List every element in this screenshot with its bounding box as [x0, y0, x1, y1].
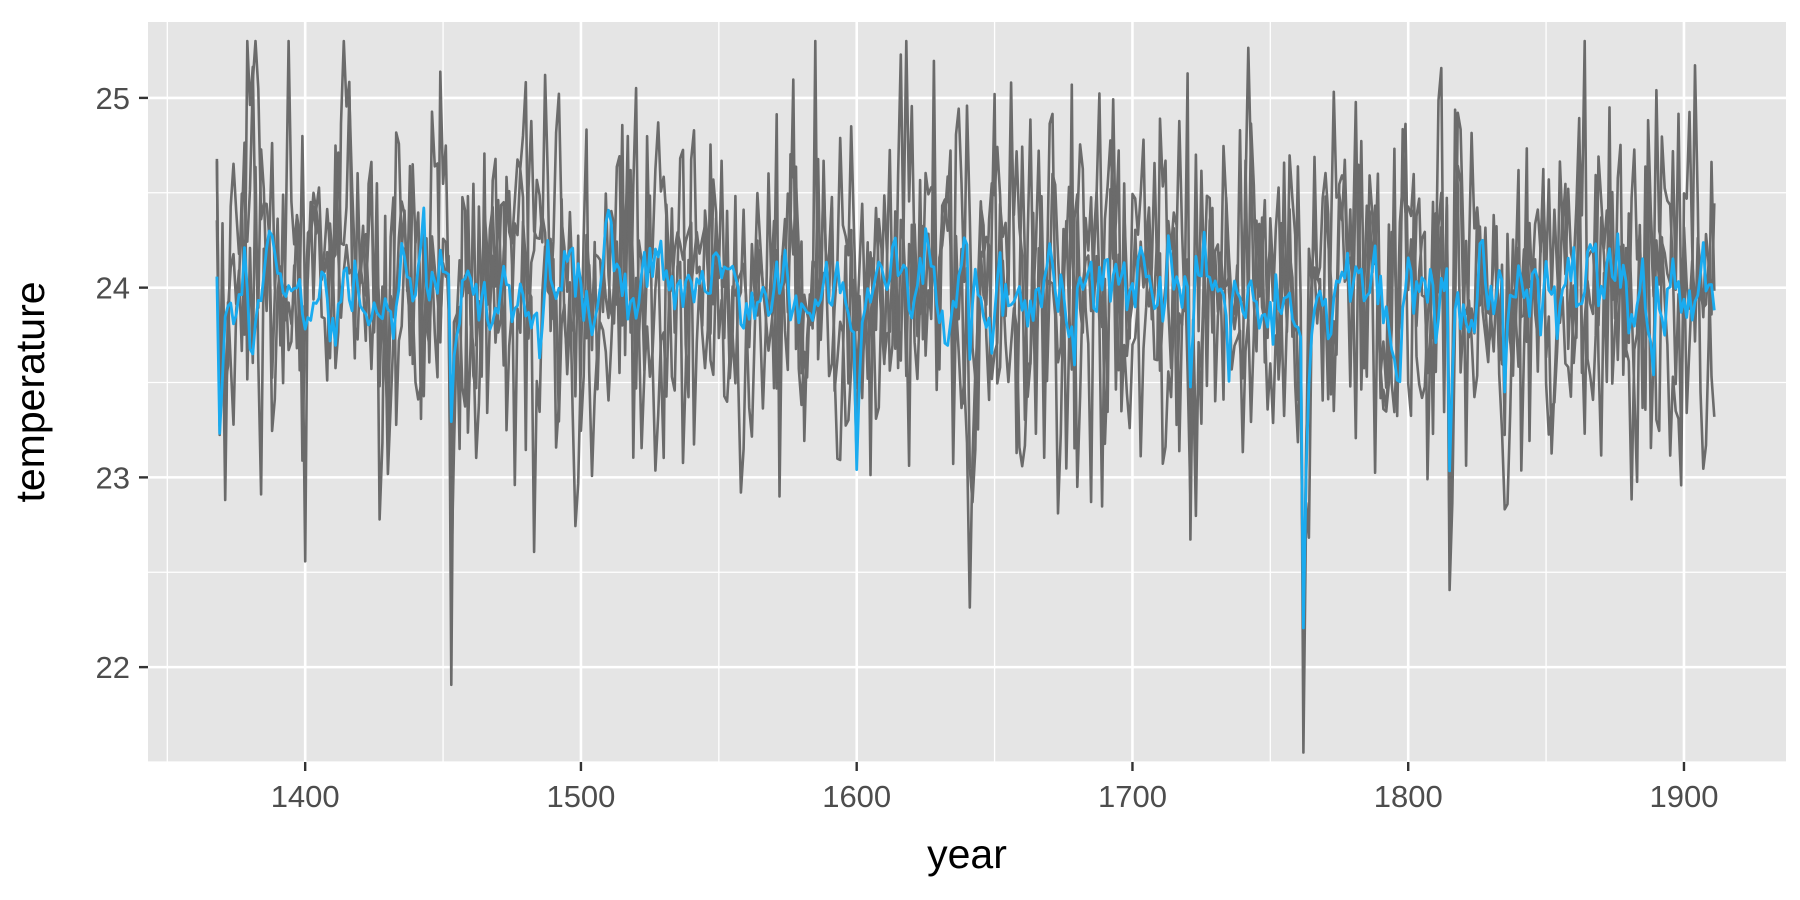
x-axis-tick-labels: 1400 1500 1600 1700 1800 1900: [271, 779, 1719, 814]
x-tick-label: 1400: [271, 779, 340, 814]
x-axis-title: year: [927, 831, 1007, 877]
y-tick-label: 25: [96, 81, 130, 116]
x-tick-label: 1500: [546, 779, 615, 814]
y-tick-label: 23: [96, 460, 130, 495]
x-tick-label: 1800: [1374, 779, 1443, 814]
ensemble-member-line-3: [215, 39, 1716, 638]
x-tick-label: 1600: [822, 779, 891, 814]
series-layer: [215, 39, 1716, 754]
axis-ticks: [139, 96, 1686, 771]
y-tick-label: 22: [96, 650, 130, 685]
y-axis-title: temperature: [7, 281, 53, 502]
major-gridlines: [148, 22, 1786, 762]
x-tick-label: 1900: [1649, 779, 1718, 814]
ensemble-mean-line: [215, 206, 1716, 630]
y-axis-tick-labels: 22 23 24 25: [96, 81, 130, 685]
y-tick-label: 24: [96, 271, 130, 306]
x-tick-label: 1700: [1098, 779, 1167, 814]
